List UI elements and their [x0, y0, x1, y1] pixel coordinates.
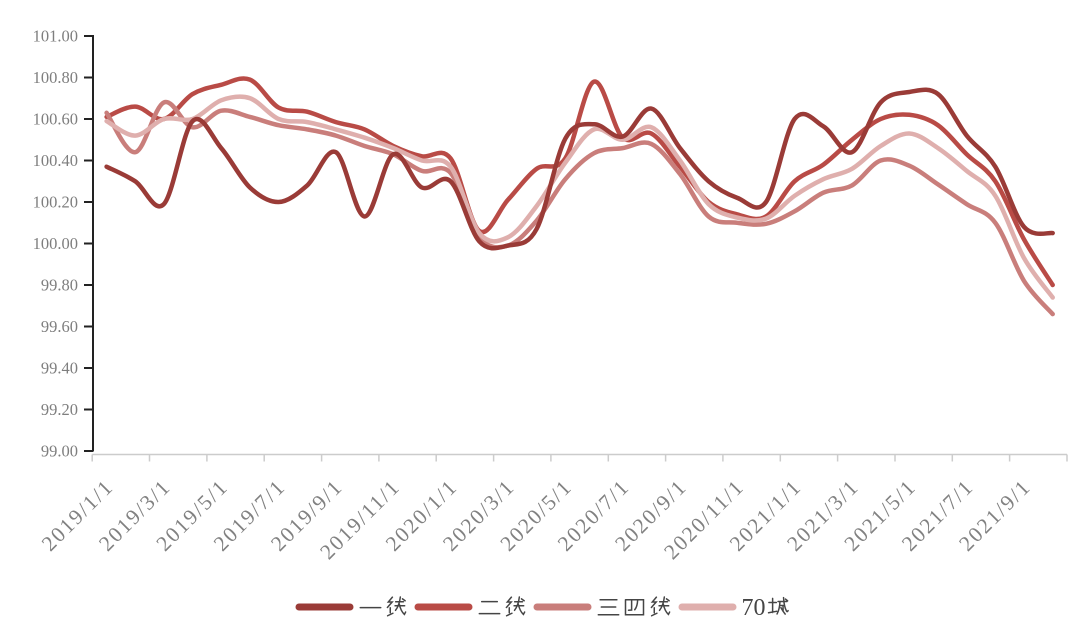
svg-text:99.40: 99.40 — [41, 359, 78, 378]
svg-text:70: 70 — [742, 595, 766, 621]
svg-text:100.20: 100.20 — [33, 193, 78, 212]
svg-text:101.00: 101.00 — [33, 27, 78, 46]
svg-text:100.40: 100.40 — [33, 151, 78, 170]
svg-text:99.80: 99.80 — [41, 276, 78, 295]
svg-text:100.00: 100.00 — [33, 234, 78, 253]
svg-text:100.80: 100.80 — [33, 68, 78, 87]
svg-text:99.60: 99.60 — [41, 317, 78, 336]
svg-text:100.60: 100.60 — [33, 110, 78, 129]
svg-text:99.20: 99.20 — [41, 400, 78, 419]
svg-text:99.00: 99.00 — [41, 442, 78, 461]
